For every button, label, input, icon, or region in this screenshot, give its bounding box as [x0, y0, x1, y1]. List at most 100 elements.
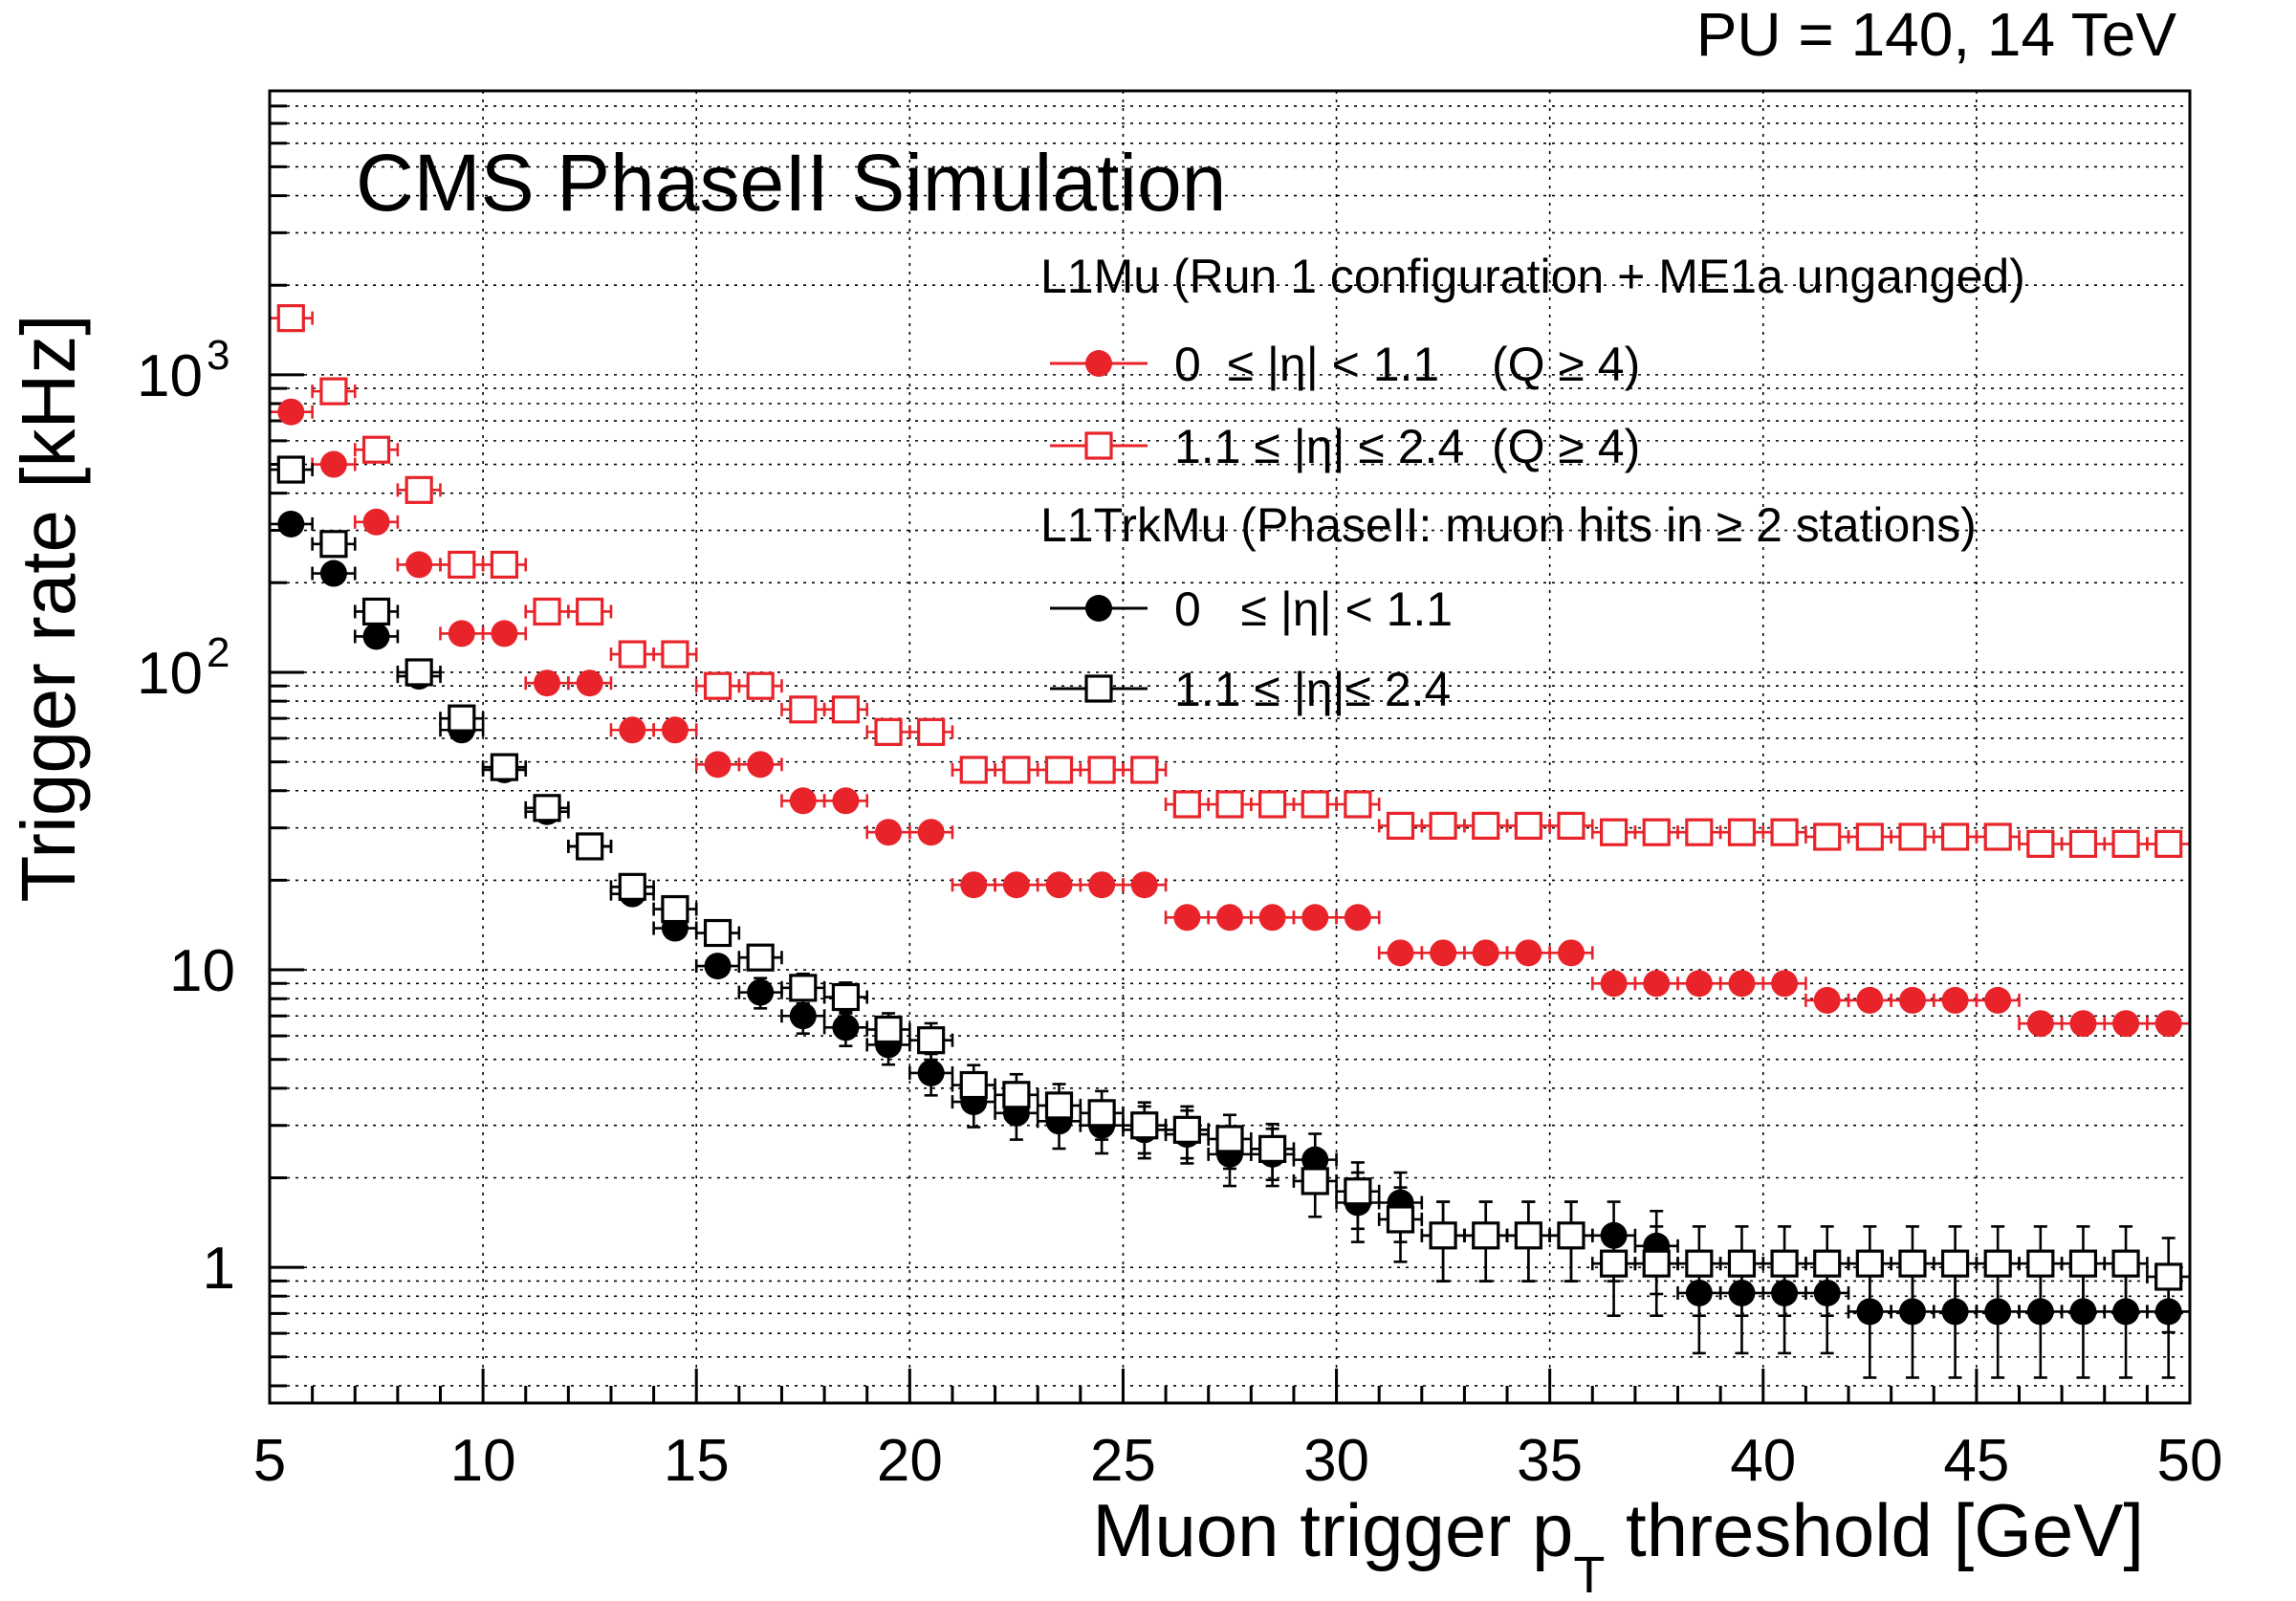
ticks-layer — [268, 89, 2192, 1403]
data-point — [1940, 822, 1970, 851]
y-axis-label: Trigger rate [kHz] — [6, 315, 91, 903]
data-point — [277, 510, 305, 537]
data-point — [959, 756, 988, 784]
data-point — [746, 671, 775, 700]
data-point — [576, 832, 604, 861]
data-point — [448, 704, 476, 733]
chart-subtitle: PU = 140, 14 TeV — [1696, 0, 2177, 69]
data-point — [704, 953, 732, 980]
x-tick-label: 30 — [1303, 1428, 1369, 1494]
plot-frame — [268, 89, 2192, 1405]
data-point — [1642, 818, 1671, 846]
data-point — [2154, 1262, 2183, 1291]
y-tick-label-exponent: 3 — [207, 332, 230, 379]
data-point — [1984, 986, 2012, 1014]
data-point — [832, 787, 860, 815]
data-point — [1771, 970, 1799, 998]
legend-label-extra: (Q ≥ 4) — [1492, 338, 1640, 391]
data-point — [1898, 822, 1927, 851]
data-point — [789, 974, 818, 1002]
data-point — [874, 717, 903, 746]
data-point — [1172, 790, 1201, 819]
data-point — [1258, 1134, 1287, 1163]
data-point — [1515, 939, 1542, 967]
data-point — [1813, 986, 1841, 1014]
data-point — [276, 304, 305, 333]
data-point — [319, 377, 348, 406]
x-tick-label: 20 — [877, 1428, 943, 1494]
data-point — [1727, 1249, 1757, 1278]
data-point — [448, 620, 475, 647]
data-point — [1344, 1177, 1372, 1206]
data-point — [1130, 756, 1159, 784]
x-axis-label-suffix: threshold [GeV] — [1605, 1488, 2144, 1572]
y-tick-label: 10 — [137, 641, 203, 707]
data-point — [576, 597, 604, 626]
data-point — [917, 1026, 946, 1055]
legend-label: 1.1 ≤ |η| ≤ 2.4 — [1174, 420, 1464, 473]
data-point — [361, 435, 391, 464]
series-1 — [268, 398, 2192, 1038]
data-point — [1344, 790, 1372, 819]
y-tick-label: 10 — [137, 343, 203, 409]
data-point — [1386, 1205, 1415, 1234]
data-point — [319, 559, 347, 587]
data-point — [831, 982, 861, 1012]
data-point — [1088, 871, 1116, 899]
data-point — [1557, 1221, 1585, 1250]
data-point — [917, 819, 945, 846]
y-tick-label-exponent: 2 — [207, 629, 230, 676]
y-tick-label: 1 — [203, 1236, 235, 1302]
x-tick-label: 5 — [253, 1428, 286, 1494]
data-point — [618, 640, 646, 669]
data-point — [959, 1070, 988, 1100]
data-point — [1387, 939, 1414, 967]
series-layer — [268, 304, 2192, 1379]
data-point — [2069, 1010, 2097, 1038]
data-point — [490, 753, 519, 781]
x-tick-label: 45 — [1943, 1428, 2009, 1494]
x-tick-label: 50 — [2157, 1428, 2223, 1494]
data-point — [1002, 756, 1031, 784]
data-point — [1600, 970, 1628, 998]
data-point — [491, 620, 518, 647]
data-point — [1258, 904, 1286, 932]
data-point — [1514, 811, 1542, 840]
data-point — [1216, 904, 1243, 932]
legend-label: 0 ≤ |η| < 1.1 — [1174, 338, 1439, 391]
x-tick-labels: 5 10 15 20 25 30 35 40 45 50 — [253, 1428, 2223, 1494]
data-point — [1643, 970, 1671, 998]
data-point — [1429, 811, 1457, 840]
data-point — [1344, 904, 1371, 932]
data-point — [405, 551, 433, 579]
x-tick-label: 10 — [450, 1428, 516, 1494]
data-point — [448, 550, 476, 580]
data-point — [619, 716, 646, 744]
data-point — [362, 508, 390, 536]
data-point — [2068, 1249, 2098, 1278]
data-point — [1087, 756, 1116, 784]
legend-label: 1.1 ≤ |η|≤ 2.4 — [1174, 663, 1451, 716]
data-point — [1941, 986, 1969, 1014]
legend-marker — [1084, 431, 1113, 460]
data-point — [405, 475, 433, 504]
data-point — [1130, 871, 1158, 899]
data-point — [361, 597, 391, 626]
data-point — [1557, 939, 1585, 967]
data-point — [1301, 1167, 1329, 1195]
data-point — [319, 530, 348, 559]
data-point — [661, 716, 689, 744]
data-point — [490, 550, 519, 580]
data-point — [1301, 904, 1329, 932]
data-point — [703, 918, 733, 948]
data-point — [1002, 1081, 1031, 1109]
data-point — [875, 819, 903, 846]
data-point — [1855, 1249, 1884, 1278]
data-point — [1898, 986, 1926, 1014]
data-point — [1856, 986, 1884, 1014]
data-point — [1813, 1249, 1842, 1278]
x-tick-label: 25 — [1090, 1428, 1156, 1494]
data-point — [1685, 818, 1714, 846]
